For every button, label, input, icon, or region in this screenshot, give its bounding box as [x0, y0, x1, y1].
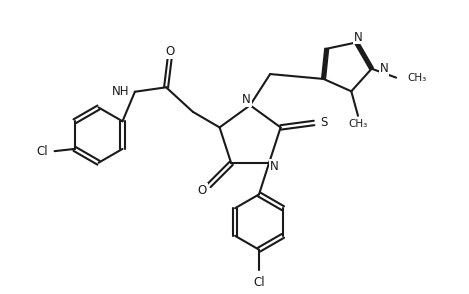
Text: N: N — [380, 62, 388, 75]
Text: CH₃: CH₃ — [407, 73, 426, 83]
Text: CH₃: CH₃ — [348, 119, 368, 129]
Text: Cl: Cl — [253, 276, 265, 289]
Text: O: O — [197, 183, 207, 196]
Text: N: N — [354, 31, 363, 44]
Text: NH: NH — [112, 85, 129, 98]
Text: N: N — [242, 93, 251, 106]
Text: O: O — [165, 45, 174, 58]
Text: Cl: Cl — [36, 145, 48, 158]
Text: S: S — [321, 116, 328, 129]
Text: N: N — [270, 160, 279, 173]
